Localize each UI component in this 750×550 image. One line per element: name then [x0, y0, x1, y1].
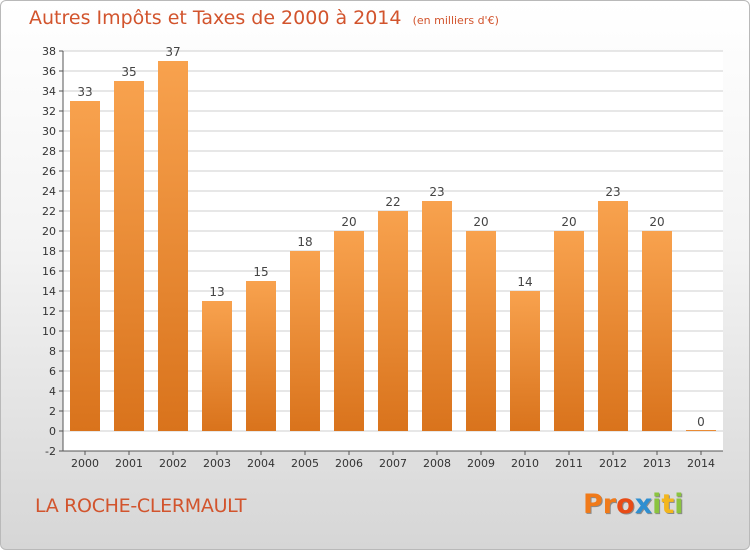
y-tick-label: -2 — [45, 445, 56, 458]
logo-letter: P — [583, 489, 603, 520]
bar — [114, 81, 144, 431]
bar — [202, 301, 232, 431]
y-tick-label: 30 — [42, 125, 56, 138]
logo-letter: o — [616, 489, 635, 520]
y-tick-label: 14 — [42, 285, 56, 298]
bar-value-label: 14 — [517, 275, 532, 289]
x-tick-label: 2014 — [687, 457, 715, 470]
bar — [158, 61, 188, 431]
bar-value-label: 23 — [429, 185, 444, 199]
logo-letter: i — [652, 489, 662, 520]
bar-value-label: 35 — [121, 65, 136, 79]
x-tick-label: 2002 — [159, 457, 187, 470]
bar-value-label: 20 — [341, 215, 356, 229]
y-tick-label: 6 — [49, 365, 56, 378]
chart-title: Autres Impôts et Taxes de 2000 à 2014 — [29, 7, 402, 29]
bar — [290, 251, 320, 431]
x-tick-label: 2001 — [115, 457, 143, 470]
bar-value-label: 20 — [561, 215, 576, 229]
x-tick-label: 2009 — [467, 457, 495, 470]
logo-letter: i — [674, 489, 684, 520]
x-tick-label: 2010 — [511, 457, 539, 470]
x-tick-label: 2005 — [291, 457, 319, 470]
bar — [554, 231, 584, 431]
y-tick-label: 24 — [42, 185, 56, 198]
x-tick-label: 2008 — [423, 457, 451, 470]
bar-value-label: 20 — [649, 215, 664, 229]
bar — [334, 231, 364, 431]
y-tick-label: 8 — [49, 345, 56, 358]
x-tick-label: 2006 — [335, 457, 363, 470]
x-tick-label: 2013 — [643, 457, 671, 470]
bar — [598, 201, 628, 431]
y-tick-label: 38 — [42, 45, 56, 58]
y-tick-label: 4 — [49, 385, 56, 398]
bar-value-label: 23 — [605, 185, 620, 199]
bar — [422, 201, 452, 431]
axes: -202468101214161820222426283032343638200… — [42, 45, 723, 470]
y-tick-label: 10 — [42, 325, 56, 338]
bar-value-label: 37 — [165, 45, 180, 59]
value-labels: 33 35 37 13 15 18 20 22 23 20 14 20 23 20 0 — [77, 45, 704, 429]
y-tick-label: 0 — [49, 425, 56, 438]
y-tick-label: 18 — [42, 245, 56, 258]
bars — [70, 61, 716, 431]
y-tick-label: 12 — [42, 305, 56, 318]
bar-value-label: 22 — [385, 195, 400, 209]
bar — [510, 291, 540, 431]
bar — [70, 101, 100, 431]
bar — [686, 430, 716, 431]
y-tick-label: 26 — [42, 165, 56, 178]
bar-value-label: 33 — [77, 85, 92, 99]
y-tick-label: 36 — [42, 65, 56, 78]
x-tick-label: 2012 — [599, 457, 627, 470]
y-tick-label: 28 — [42, 145, 56, 158]
y-tick-label: 34 — [42, 85, 56, 98]
x-tick-label: 2007 — [379, 457, 407, 470]
bar-value-label: 13 — [209, 285, 224, 299]
bar — [466, 231, 496, 431]
x-tick-label: 2011 — [555, 457, 583, 470]
y-tick-label: 32 — [42, 105, 56, 118]
proxiti-logo: Proxiti — [583, 489, 684, 520]
x-tick-label: 2004 — [247, 457, 275, 470]
x-tick-label: 2003 — [203, 457, 231, 470]
y-tick-label: 2 — [49, 405, 56, 418]
y-tick-label: 20 — [42, 225, 56, 238]
bar-value-label: 15 — [253, 265, 268, 279]
chart-header: Autres Impôts et Taxes de 2000 à 2014 (e… — [29, 7, 499, 29]
bar-value-label: 0 — [697, 415, 705, 429]
y-tick-label: 16 — [42, 265, 56, 278]
bar-value-label: 18 — [297, 235, 312, 249]
commune-name: LA ROCHE-CLERMAULT — [35, 495, 247, 517]
logo-letter: r — [602, 489, 617, 520]
bar — [246, 281, 276, 431]
logo-letter: t — [661, 489, 675, 520]
bar — [378, 211, 408, 431]
chart-subtitle: (en milliers d'€) — [412, 14, 499, 27]
bar-value-label: 20 — [473, 215, 488, 229]
logo-letter: x — [634, 489, 653, 520]
bar — [642, 231, 672, 431]
y-tick-label: 22 — [42, 205, 56, 218]
x-tick-label: 2000 — [71, 457, 99, 470]
